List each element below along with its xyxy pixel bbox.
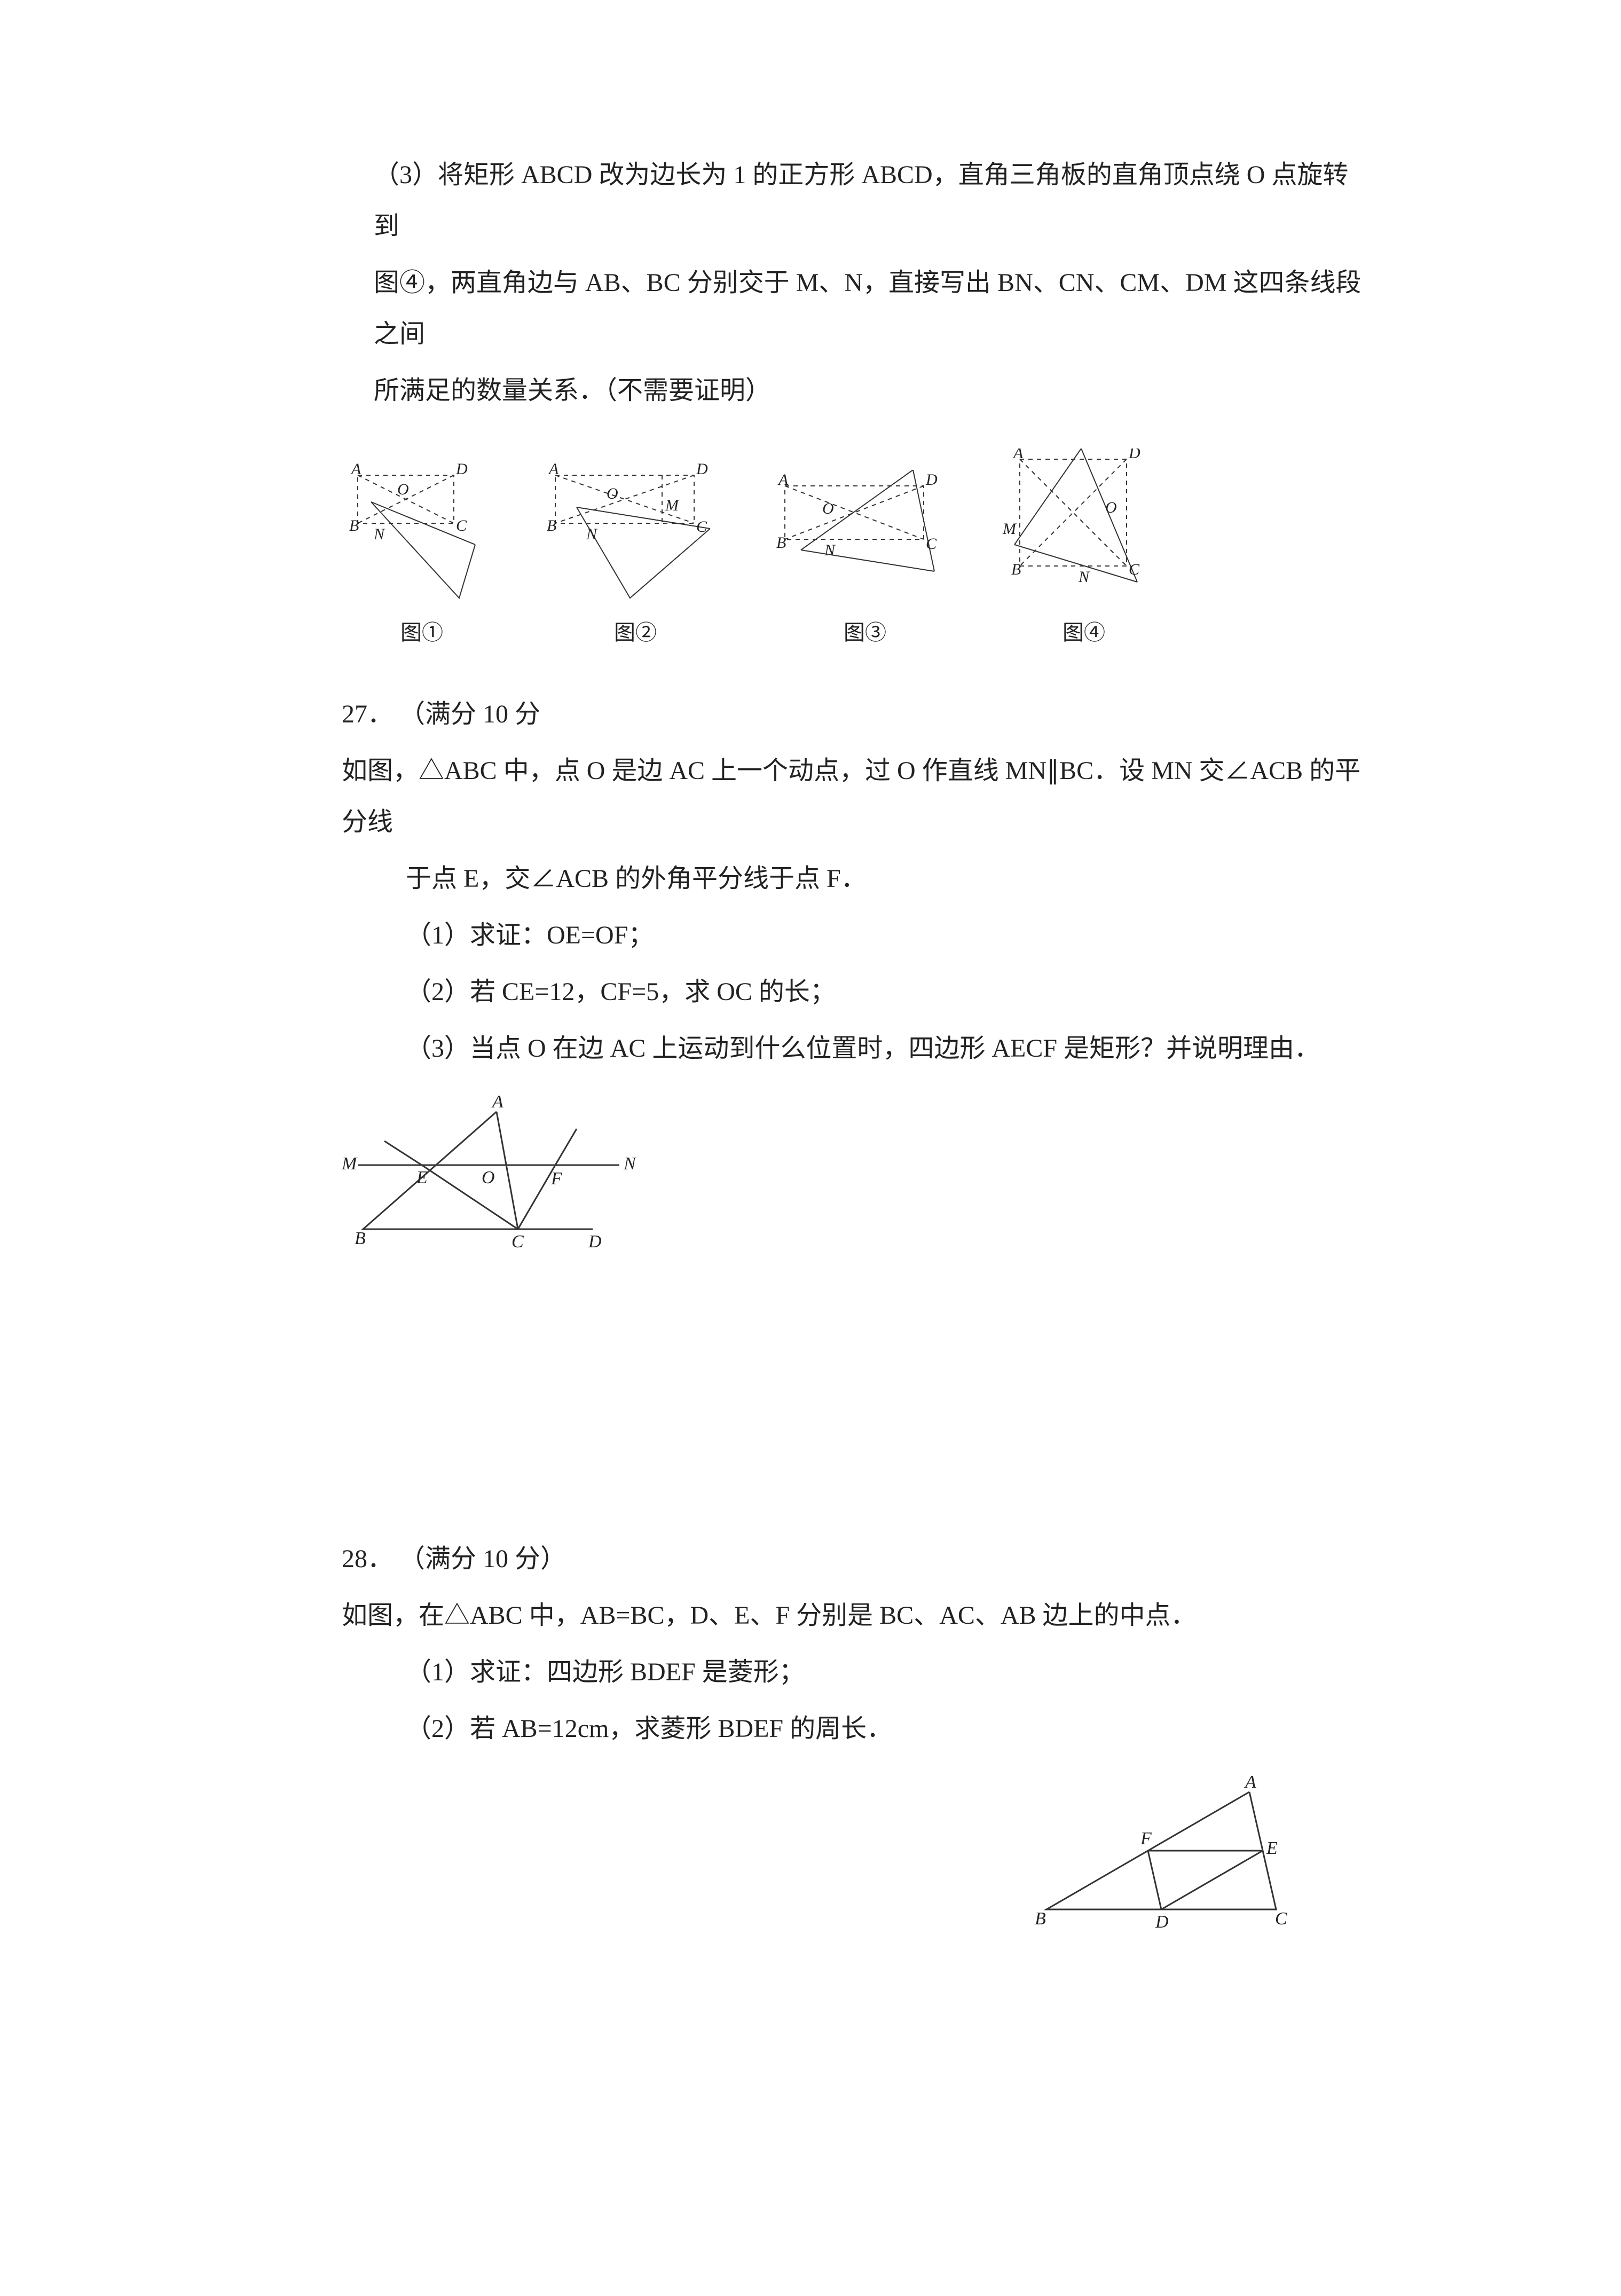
q27-label-F: F	[550, 1169, 563, 1189]
q27-header: 27． （满分 10 分	[342, 689, 1367, 740]
fig4-label-N: N	[1078, 568, 1090, 586]
q28-score: （满分 10 分）	[399, 1545, 566, 1573]
q27-label-O: O	[482, 1168, 495, 1188]
fig1-label-A: A	[350, 460, 361, 478]
fig2-label-B: B	[547, 517, 556, 534]
fig2-label-O: O	[607, 485, 618, 502]
fig3-label-B: B	[776, 534, 786, 552]
q27-figure-svg: A B C D M N E O F	[342, 1096, 641, 1256]
q27-number: 27．	[342, 700, 393, 728]
q28-figure-wrap: A B C D E F	[1025, 1776, 1303, 1936]
q27-stem-line2: 于点 E，交∠ACB 的外角平分线于点 F．	[342, 853, 1367, 905]
q26-fig3-caption: 图③	[844, 615, 886, 646]
fig4-label-M: M	[1002, 520, 1017, 538]
q28-label-E: E	[1266, 1838, 1278, 1858]
q26-fig2-svg: A D B C O M N	[539, 459, 731, 609]
q27-label-N: N	[623, 1154, 637, 1174]
fig4-label-A: A	[1012, 449, 1024, 462]
fig1-label-B: B	[349, 517, 359, 534]
q27-part1: （1）求证：OE=OF；	[342, 910, 1367, 961]
q28-label-F: F	[1140, 1829, 1152, 1849]
q27-label-D: D	[588, 1232, 602, 1252]
fig3-label-D: D	[925, 471, 938, 489]
fig4-label-C: C	[1129, 561, 1140, 578]
q26-fig3-block: A D B C O N 图③	[769, 470, 961, 646]
q26-part3-line2: 图④，两直角边与 AB、BC 分别交于 M、N，直接写出 BN、CN、CM、DM…	[342, 257, 1367, 360]
fig2-label-A: A	[548, 460, 559, 478]
q28-figure-svg: A B C D E F	[1025, 1776, 1303, 1936]
fig1-label-O: O	[397, 481, 409, 498]
q26-fig3-svg: A D B C O N	[769, 470, 961, 609]
q26-fig2-block: A D B C O M N 图②	[539, 459, 731, 646]
q26-fig2-caption: 图②	[614, 615, 657, 646]
fig2-label-C: C	[696, 518, 707, 536]
q27-label-A: A	[491, 1096, 503, 1112]
q26-fig1-caption: 图①	[400, 615, 443, 646]
q27-label-E: E	[416, 1168, 428, 1188]
fig1-label-D: D	[455, 460, 468, 478]
fig4-label-B: B	[1011, 561, 1021, 578]
q27-part3: （3）当点 O 在边 AC 上运动到什么位置时，四边形 AECF 是矩形？并说明…	[342, 1023, 1367, 1074]
q26-fig4-svg: A D B C O M N	[998, 449, 1169, 609]
q28-part1: （1）求证：四边形 BDEF 是菱形；	[342, 1647, 1367, 1698]
spacer-q27-q28	[342, 1256, 1367, 1534]
content-column: （3）将矩形 ABCD 改为边长为 1 的正方形 ABCD，直角三角板的直角顶点…	[342, 150, 1367, 1760]
page: （3）将矩形 ABCD 改为边长为 1 的正方形 ABCD，直角三角板的直角顶点…	[0, 0, 1621, 2296]
fig1-label-N: N	[373, 525, 385, 543]
q26-part3-line3: 所满足的数量关系．（不需要证明）	[342, 365, 1367, 416]
fig3-label-A: A	[777, 471, 789, 489]
q27-score: （满分 10 分	[399, 700, 540, 728]
q26-figure-row: A D B C O N 图① A	[342, 449, 1367, 646]
q26-fig1-svg: A D B C O N	[342, 459, 502, 609]
fig3-label-O: O	[822, 500, 834, 517]
q28-part2: （2）若 AB=12cm，求菱形 BDEF 的周长．	[342, 1703, 1367, 1755]
q26-fig4-caption: 图④	[1063, 615, 1105, 646]
fig4-label-D: D	[1128, 449, 1140, 462]
q28-number: 28．	[342, 1545, 393, 1573]
fig3-label-C: C	[926, 535, 937, 553]
fig2-label-M: M	[665, 497, 680, 514]
fig2-label-N: N	[586, 525, 598, 543]
q28-label-D: D	[1155, 1912, 1169, 1932]
q28-header: 28． （满分 10 分）	[342, 1534, 1367, 1585]
q26-fig4-block: A D B C O M N 图④	[998, 449, 1169, 646]
q26-fig1-block: A D B C O N 图①	[342, 459, 502, 646]
q27-part2: （2）若 CE=12，CF=5，求 OC 的长；	[342, 966, 1367, 1018]
q27-label-C: C	[512, 1232, 524, 1252]
q28-label-A: A	[1244, 1776, 1256, 1792]
q27-stem-line1: 如图，△ABC 中，点 O 是边 AC 上一个动点，过 O 作直线 MN∥BC．…	[342, 745, 1367, 848]
q27-figure-wrap: A B C D M N E O F	[342, 1096, 1367, 1256]
q28-stem: 如图，在△ABC 中，AB=BC，D、E、F 分别是 BC、AC、AB 边上的中…	[342, 1590, 1367, 1641]
fig4-label-O: O	[1105, 499, 1117, 516]
fig3-label-N: N	[824, 541, 836, 559]
fig1-label-C: C	[456, 517, 467, 534]
q28-label-C: C	[1275, 1909, 1287, 1929]
q27-label-M: M	[342, 1154, 358, 1174]
fig2-label-D: D	[696, 460, 708, 478]
q27-label-B: B	[355, 1229, 366, 1248]
q28-label-B: B	[1035, 1909, 1046, 1929]
q26-part3-line1: （3）将矩形 ABCD 改为边长为 1 的正方形 ABCD，直角三角板的直角顶点…	[342, 150, 1367, 252]
